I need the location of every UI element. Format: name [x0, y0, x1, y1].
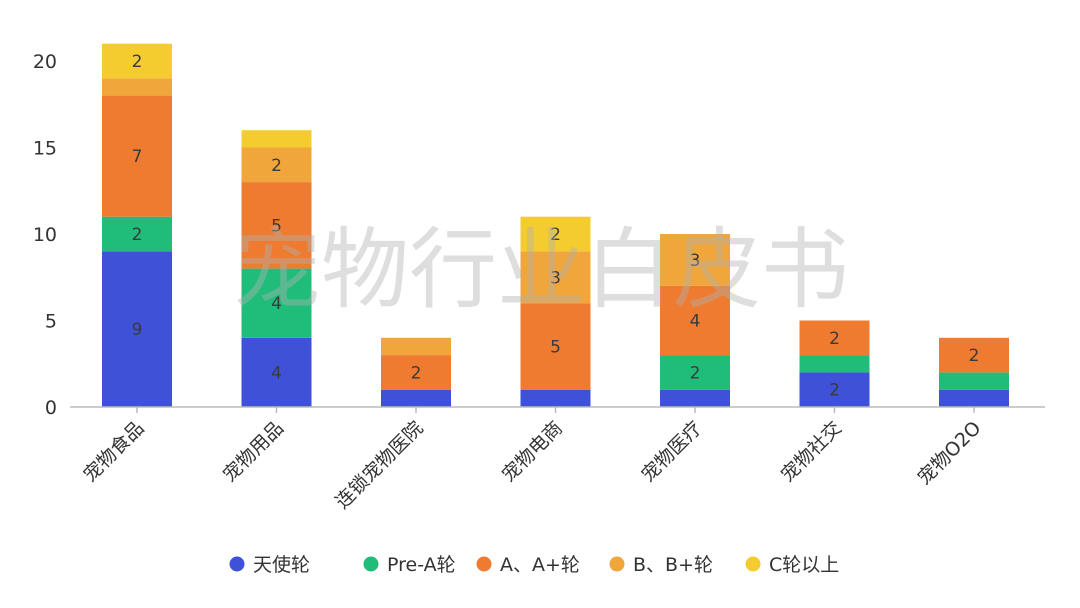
legend-swatch — [609, 556, 625, 572]
legend-swatch — [229, 556, 245, 572]
legend-label: C轮以上 — [769, 554, 839, 576]
data-label: 7 — [132, 147, 143, 167]
legend-swatch — [363, 556, 379, 572]
category-label: 宠物食品 — [79, 417, 148, 486]
bar-segment — [939, 389, 1009, 407]
bar-segment — [939, 372, 1009, 390]
bar-segment — [102, 95, 172, 217]
bar-segment — [799, 372, 870, 407]
legend-label: 天使轮 — [253, 554, 310, 576]
data-label: 3 — [690, 251, 701, 271]
bar-segment — [102, 251, 172, 407]
data-label: 2 — [411, 363, 422, 383]
bar-segment — [520, 251, 591, 304]
x-axis-ticks — [136, 407, 975, 413]
data-label: 5 — [271, 216, 282, 236]
legend-label: B、B+轮 — [633, 554, 713, 576]
y-tick-label: 10 — [33, 224, 57, 246]
watermark-text: 宠物行业白皮书 — [233, 218, 849, 321]
bar-segment — [241, 268, 312, 338]
data-label: 2 — [132, 225, 143, 245]
category-label: 宠物用品 — [219, 417, 288, 486]
bar-segment — [241, 182, 312, 269]
category-labels: 宠物食品 宠物用品 连锁宠物医院 宠物电商 宠物医疗 宠物社交 宠物O2O — [79, 417, 985, 513]
category-label: 连锁宠物医院 — [331, 417, 427, 513]
bar-segment — [660, 285, 730, 356]
data-label: 2 — [829, 381, 840, 401]
bar-segments — [102, 43, 1009, 407]
bar-segment — [241, 130, 312, 148]
category-label: 宠物医疗 — [637, 417, 706, 486]
bar-segment — [939, 337, 1009, 373]
bar-segment — [660, 355, 730, 390]
bar-segment — [660, 389, 730, 407]
data-label: 2 — [690, 363, 701, 383]
bar-segment — [102, 43, 172, 79]
legend-label: Pre-A轮 — [387, 554, 456, 576]
bar-segment — [520, 303, 591, 390]
y-tick-label: 0 — [45, 397, 57, 419]
data-labels: 9 2 7 2 4 4 5 2 2 5 3 2 2 4 3 2 2 2 — [132, 52, 980, 401]
y-axis-ticks: 0 5 10 15 20 — [33, 51, 57, 419]
bar-segment — [102, 78, 172, 96]
data-label: 2 — [550, 225, 561, 245]
bar-segment — [381, 355, 451, 390]
bar-segment — [381, 389, 451, 407]
bar-segment — [102, 216, 172, 252]
data-label: 4 — [271, 294, 282, 314]
data-label: 5 — [550, 337, 561, 357]
data-label: 4 — [271, 363, 282, 383]
bar-segment — [520, 389, 591, 407]
data-label: 4 — [690, 312, 701, 332]
category-label: 宠物电商 — [498, 417, 567, 486]
data-label: 2 — [969, 346, 980, 366]
bar-segment — [799, 320, 870, 356]
bar-segment — [660, 234, 730, 286]
bar-segment — [241, 147, 312, 183]
y-tick-label: 20 — [33, 51, 57, 73]
category-label: 宠物社交 — [777, 417, 846, 486]
bar-segment — [520, 216, 591, 252]
y-tick-label: 5 — [45, 311, 57, 333]
category-label: 宠物O2O — [913, 417, 985, 489]
legend: 天使轮 Pre-A轮 A、A+轮 B、B+轮 C轮以上 — [229, 554, 839, 576]
data-label: 2 — [271, 156, 282, 176]
bar-segment — [799, 355, 870, 373]
legend-label: A、A+轮 — [500, 554, 580, 576]
data-label: 9 — [132, 320, 143, 340]
data-label: 2 — [829, 329, 840, 349]
y-tick-label: 15 — [33, 138, 57, 160]
data-label: 2 — [132, 52, 143, 72]
legend-swatch — [745, 556, 761, 572]
bar-segment — [241, 337, 312, 407]
bar-segment — [381, 337, 451, 356]
legend-swatch — [476, 556, 492, 572]
data-label: 3 — [550, 268, 561, 288]
